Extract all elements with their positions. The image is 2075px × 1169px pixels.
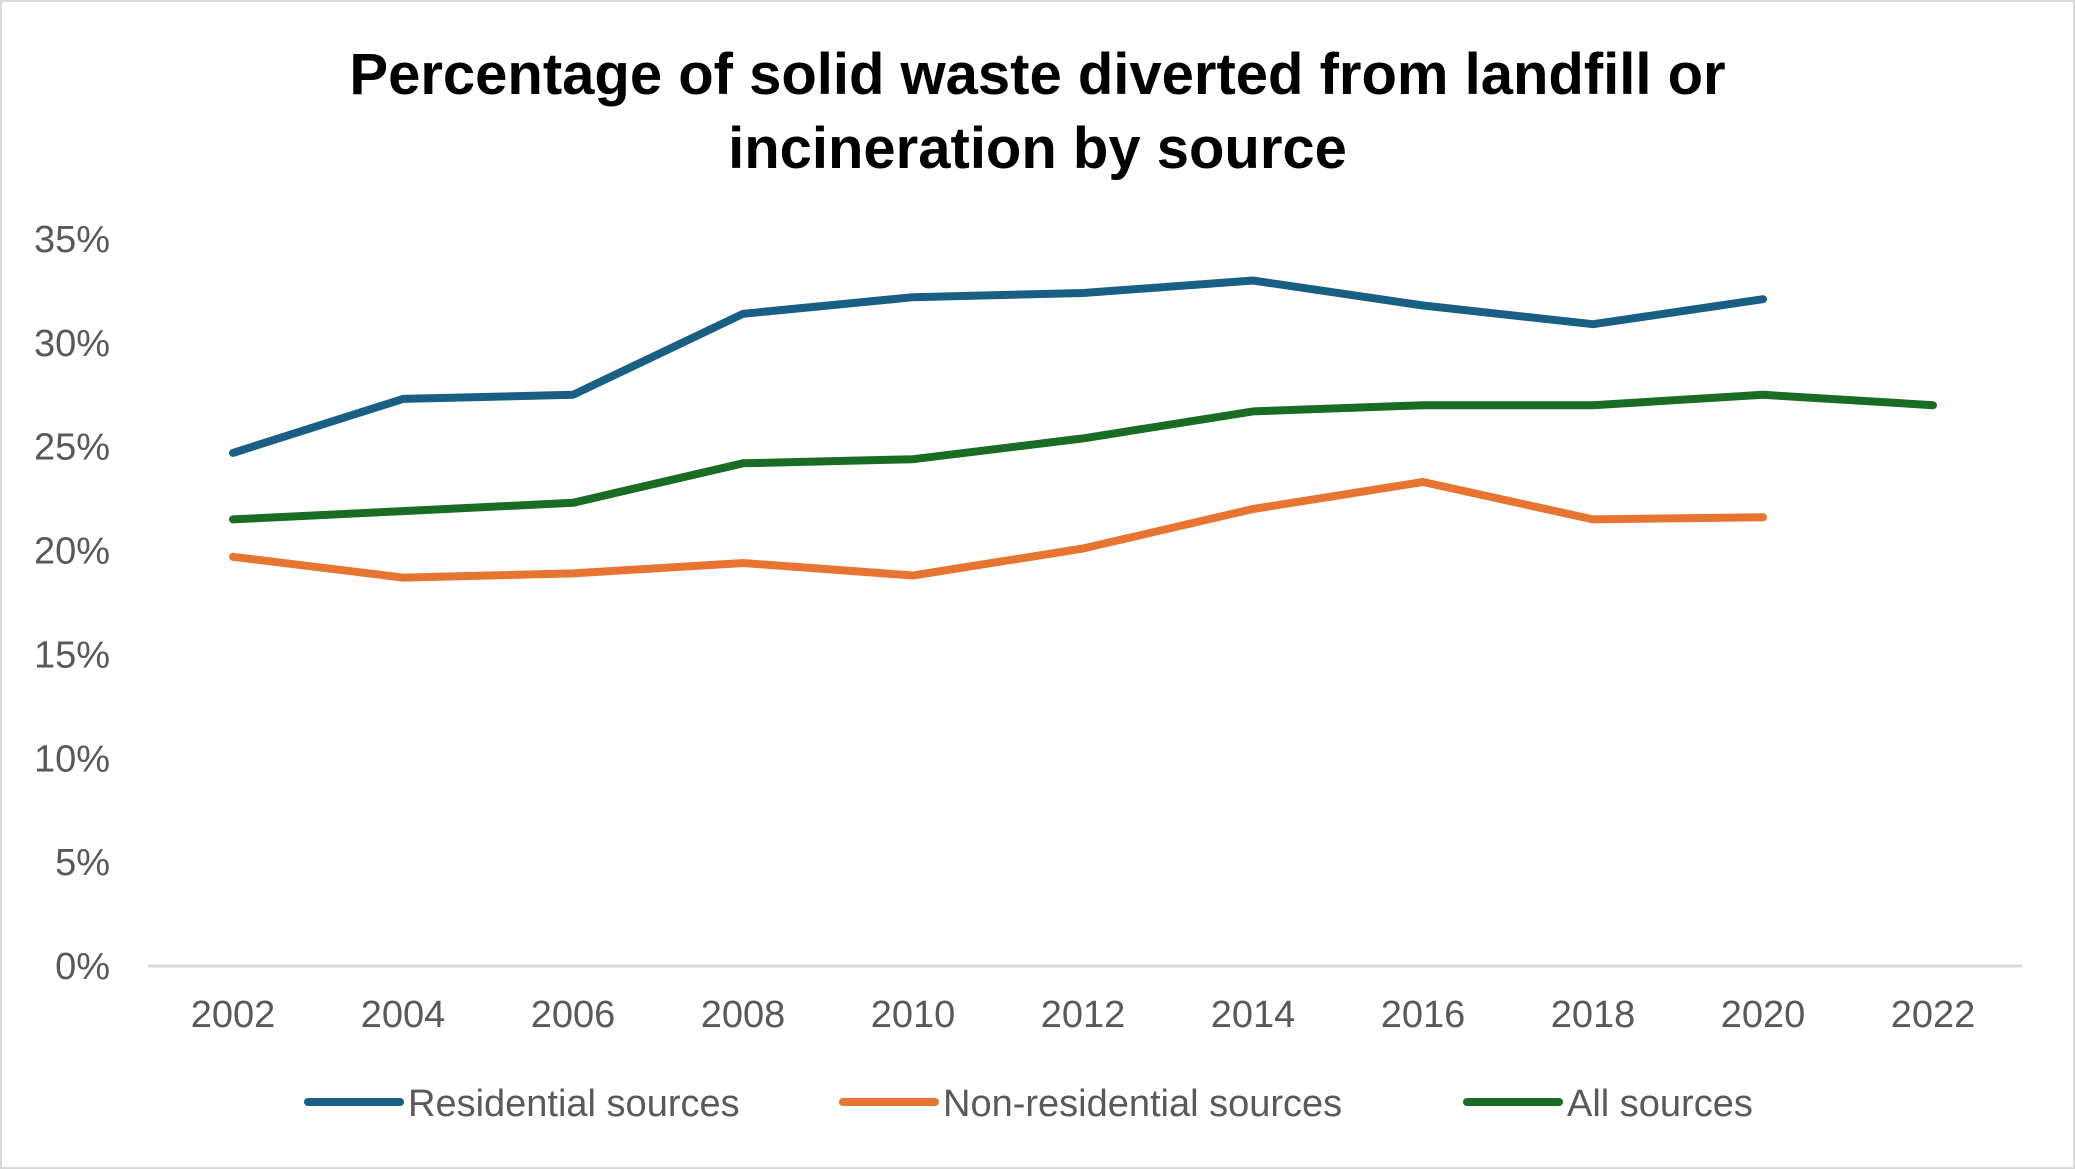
y-tick-label: 5% bbox=[55, 842, 110, 884]
chart-title: Percentage of solid waste diverted from … bbox=[0, 38, 2075, 186]
legend-label: All sources bbox=[1567, 1083, 1753, 1125]
y-tick-label: 20% bbox=[34, 531, 110, 573]
x-tick-label: 2010 bbox=[871, 994, 956, 1036]
x-tick-label: 2004 bbox=[361, 994, 446, 1036]
x-tick-label: 2006 bbox=[531, 994, 616, 1036]
x-tick-label: 2002 bbox=[191, 994, 276, 1036]
legend-label: Residential sources bbox=[408, 1083, 740, 1125]
x-tick-label: 2020 bbox=[1721, 994, 1806, 1036]
series-line-non-residential-sources bbox=[229, 478, 1767, 582]
series-line-all-sources bbox=[229, 390, 1937, 524]
x-tick-label: 2018 bbox=[1551, 994, 1636, 1036]
x-tick-label: 2016 bbox=[1381, 994, 1466, 1036]
series-line-residential-sources bbox=[229, 276, 1767, 457]
y-tick-label: 0% bbox=[55, 946, 110, 988]
x-tick-label: 2012 bbox=[1041, 994, 1126, 1036]
y-tick-label: 10% bbox=[34, 738, 110, 780]
series-lines bbox=[229, 276, 1937, 582]
y-tick-label: 30% bbox=[34, 323, 110, 365]
legend-item-non-residential-sources: Non-residential sources bbox=[839, 1083, 1342, 1125]
x-tick-label: 2014 bbox=[1211, 994, 1296, 1036]
y-axis-ticks: 0% 5% 10% 15% 20% 25% 30% 35% bbox=[34, 219, 110, 988]
x-tick-label: 2022 bbox=[1891, 994, 1976, 1036]
y-tick-label: 15% bbox=[34, 634, 110, 676]
legend-item-residential-sources: Residential sources bbox=[304, 1083, 740, 1125]
legend-item-all-sources: All sources bbox=[1463, 1083, 1753, 1125]
chart-title-line-2: incineration by source bbox=[728, 116, 1347, 181]
x-tick-label: 2008 bbox=[701, 994, 786, 1036]
legend: Residential sources Non-residential sourc… bbox=[304, 1083, 1753, 1125]
y-tick-label: 25% bbox=[34, 427, 110, 469]
x-axis-ticks: 2002 2004 2006 2008 2010 2012 2014 2016 2018 2020… bbox=[191, 994, 1976, 1036]
y-tick-label: 35% bbox=[34, 219, 110, 261]
chart-title-line-1: Percentage of solid waste diverted from … bbox=[349, 42, 1726, 107]
legend-label: Non-residential sources bbox=[943, 1083, 1342, 1125]
